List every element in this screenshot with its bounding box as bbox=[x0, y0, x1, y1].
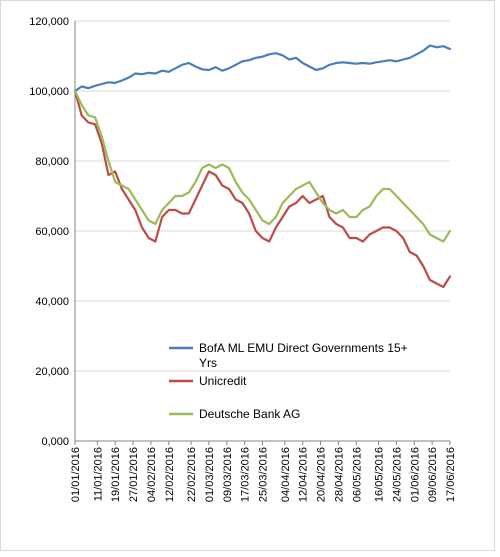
x-tick-label: 01/03/2016 bbox=[204, 447, 216, 502]
x-tick-label: 09/06/2016 bbox=[427, 447, 439, 502]
x-tick-label: 12/02/2016 bbox=[164, 447, 176, 502]
x-tick-label: 28/04/2016 bbox=[333, 447, 345, 502]
y-tick-label: 80,000 bbox=[35, 156, 69, 168]
series-line-0 bbox=[73, 44, 452, 93]
x-tick-label: 04/04/2016 bbox=[280, 447, 292, 502]
x-tick-label: 20/04/2016 bbox=[316, 447, 328, 502]
x-tick-label: 25/03/2016 bbox=[258, 447, 270, 502]
y-tick-label: 0,000 bbox=[41, 436, 69, 448]
axes: 0,000 20,000 40,000 60,000 80,000 100,000 120,… bbox=[29, 16, 457, 502]
chart-border bbox=[0, 0, 495, 551]
x-tick-label: 01/01/2016 bbox=[70, 447, 82, 502]
y-tick-label: 40,000 bbox=[35, 296, 69, 308]
legend: BofA ML EMU Direct Governments 15+ Yrs Uni… bbox=[169, 341, 408, 421]
x-tick-label: 27/01/2016 bbox=[128, 447, 140, 502]
legend-label-0: BofA ML EMU Direct Governments 15+ Yrs bbox=[199, 341, 408, 370]
x-tick-label: 09/03/2016 bbox=[222, 447, 234, 502]
x-tick-label: 04/02/2016 bbox=[146, 447, 158, 502]
x-tick-label: 16/05/2016 bbox=[374, 447, 386, 502]
x-tick-label: 06/05/2016 bbox=[351, 447, 363, 502]
y-tick-label: 20,000 bbox=[35, 366, 69, 378]
x-tick-label: 17/06/2016 bbox=[445, 447, 457, 502]
x-tick-label: 19/01/2016 bbox=[110, 447, 122, 502]
y-tick-label: 120,000 bbox=[29, 16, 69, 28]
x-tick-label: 11/01/2016 bbox=[92, 447, 104, 501]
gridlines bbox=[75, 20, 450, 372]
x-tick-label: 24/05/2016 bbox=[391, 447, 403, 502]
x-tick-label: 22/02/2016 bbox=[186, 447, 198, 502]
series-lines bbox=[73, 44, 452, 289]
y-tick-label: 100,000 bbox=[29, 86, 69, 98]
y-tick-label: 60,000 bbox=[35, 226, 69, 238]
x-tick-label: 17/03/2016 bbox=[240, 447, 252, 502]
legend-label-2: Deutsche Bank AG bbox=[199, 407, 300, 421]
legend-label-1: Unicredit bbox=[199, 374, 247, 388]
x-tick-label: 12/04/2016 bbox=[298, 447, 310, 502]
series-line-2 bbox=[73, 89, 452, 243]
x-tick-label: 01/06/2016 bbox=[409, 447, 421, 502]
series-line-1 bbox=[73, 89, 452, 289]
